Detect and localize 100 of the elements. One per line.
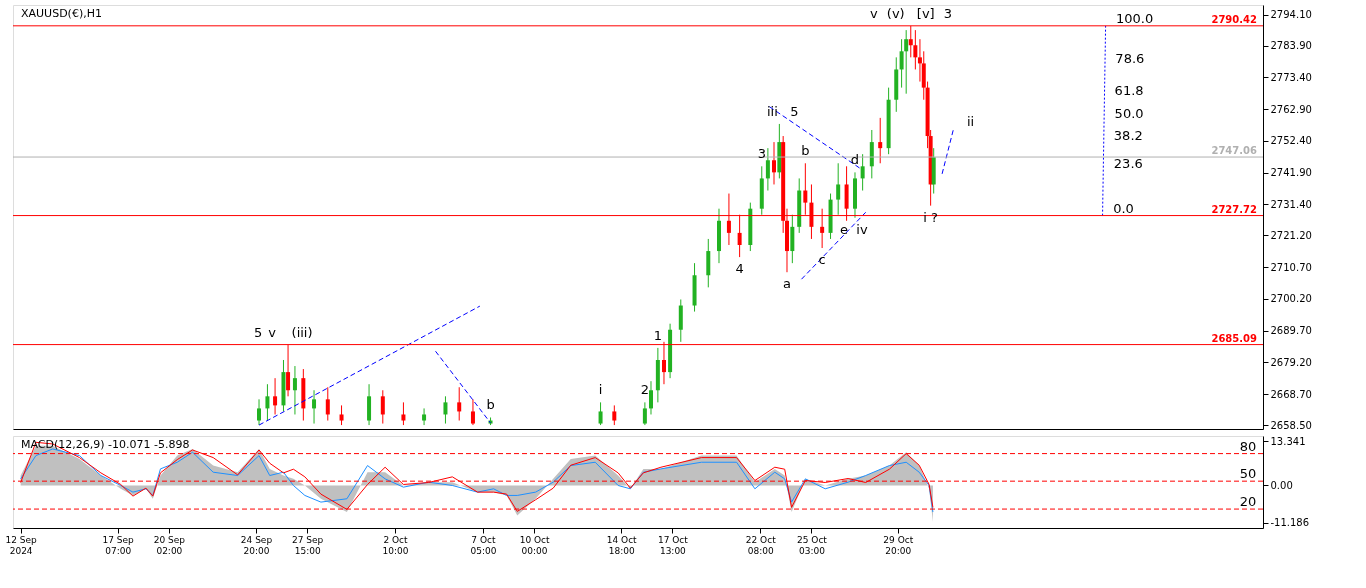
candlestick — [748, 202, 753, 252]
chart-title: XAUUSD(€),H1 — [21, 7, 102, 20]
x-tick-label: 12 Sep 2024 — [5, 534, 38, 556]
y-tick-label: 2700.20 — [1270, 293, 1312, 305]
x-tick-label: 20 Sep 02:00 — [153, 534, 186, 556]
candlestick — [759, 165, 764, 216]
annotation: 5 — [790, 103, 799, 119]
annotation: 23.6 — [1113, 155, 1143, 171]
annotation: 20 — [1239, 494, 1257, 510]
candlestick — [265, 383, 270, 422]
y-tick-label: 2752.40 — [1270, 135, 1312, 147]
y-tick-label: 2794.10 — [1270, 9, 1312, 21]
x-tick-label: 22 Oct 08:00 — [745, 534, 777, 556]
annotation: a — [783, 276, 791, 292]
candlestick — [470, 398, 475, 426]
annotation: c — [818, 252, 826, 268]
annotation: 1 — [653, 327, 663, 343]
ref-line-label: 2685.09 — [1211, 332, 1258, 344]
candlestick — [301, 368, 306, 422]
y-tick-label: 2773.40 — [1270, 71, 1312, 83]
annotation: 0.0 — [1113, 200, 1134, 216]
candlestick — [422, 407, 427, 426]
annotation: iii — [766, 103, 778, 119]
y-tick-label: 2731.40 — [1270, 198, 1312, 210]
candlestick — [612, 404, 617, 426]
candlestick — [401, 401, 406, 426]
y-tick-label: 2783.90 — [1270, 40, 1312, 52]
annotation: (iii) — [291, 324, 313, 340]
x-tick-label: 24 Sep 20:00 — [240, 534, 273, 556]
candlestick — [692, 262, 697, 313]
candlestick — [878, 117, 883, 164]
candlestick — [380, 389, 385, 425]
candlestick — [852, 171, 857, 219]
candlestick — [860, 153, 865, 192]
annotation: v — [268, 324, 277, 340]
annotation: 50.0 — [1114, 105, 1144, 121]
candlestick — [899, 38, 904, 89]
candlestick — [765, 147, 770, 192]
annotation: (v) — [886, 5, 905, 21]
candlestick — [312, 389, 317, 425]
candlestick — [668, 323, 673, 379]
candlestick — [292, 365, 297, 415]
candlestick — [716, 208, 721, 264]
y-tick-label: 2741.90 — [1270, 167, 1312, 179]
candlestick — [886, 87, 891, 155]
annotation: i — [598, 382, 603, 398]
annotation: v — [869, 5, 878, 21]
candlestick — [797, 177, 802, 234]
ref-line-label: 2727.72 — [1211, 203, 1258, 215]
candlestick — [869, 129, 874, 179]
candlestick — [790, 214, 795, 264]
annotation: iv — [856, 221, 868, 237]
annotation: d — [850, 152, 860, 168]
candlestick — [598, 401, 603, 426]
annotation: i ? — [923, 209, 938, 225]
candlestick — [443, 395, 448, 425]
y-tick-label: 0.00 — [1270, 479, 1293, 491]
y-tick-label: 2762.90 — [1270, 103, 1312, 115]
candlestick — [273, 377, 278, 415]
candlestick — [325, 386, 330, 422]
annotation: b — [486, 397, 495, 413]
annotation: [v] — [916, 5, 935, 21]
candlestick — [281, 359, 286, 412]
candlestick — [828, 193, 833, 240]
x-tick-label: 27 Sep 15:00 — [292, 534, 324, 556]
annotation: e — [839, 221, 848, 237]
annotation: 3 — [757, 146, 766, 162]
candlestick — [648, 380, 653, 415]
candlestick — [457, 386, 462, 422]
annotation: 4 — [735, 261, 744, 277]
annotation: 5 — [253, 324, 263, 340]
y-tick-label: 2679.20 — [1270, 356, 1312, 368]
candlestick — [642, 401, 647, 426]
candlestick — [655, 347, 660, 403]
y-tick-label: 13.341 — [1270, 435, 1306, 447]
candlestick — [257, 398, 262, 426]
annotation: 2 — [640, 382, 650, 398]
annotation: ii — [966, 113, 975, 129]
x-tick-label: 10 Oct 00:00 — [519, 534, 550, 556]
annotation: 78.6 — [1115, 51, 1145, 67]
annotation: b — [801, 143, 810, 159]
candlestick — [706, 238, 711, 288]
candlestick — [913, 29, 918, 70]
y-tick-label: 2689.70 — [1270, 325, 1312, 337]
x-tick-label: 17 Sep 07:00 — [102, 534, 135, 556]
candlestick — [894, 56, 899, 113]
ref-line-label: 2790.42 — [1211, 13, 1258, 25]
annotation: 38.2 — [1113, 128, 1143, 143]
annotation: 3 — [943, 5, 952, 21]
candlestick — [339, 404, 344, 426]
x-tick-label: 14 Oct 18:00 — [606, 534, 638, 556]
y-tick-label: 2658.50 — [1270, 419, 1312, 431]
candlestick — [836, 162, 841, 216]
candlestick — [931, 147, 936, 195]
x-tick-label: 2 Oct 10:00 — [382, 534, 409, 556]
y-tick-label: -11.186 — [1270, 517, 1310, 529]
annotation: 80 — [1239, 438, 1257, 454]
candlestick — [678, 298, 683, 343]
annotation: 61.8 — [1114, 83, 1144, 99]
x-tick-label: 25 Oct 03:00 — [797, 534, 828, 556]
